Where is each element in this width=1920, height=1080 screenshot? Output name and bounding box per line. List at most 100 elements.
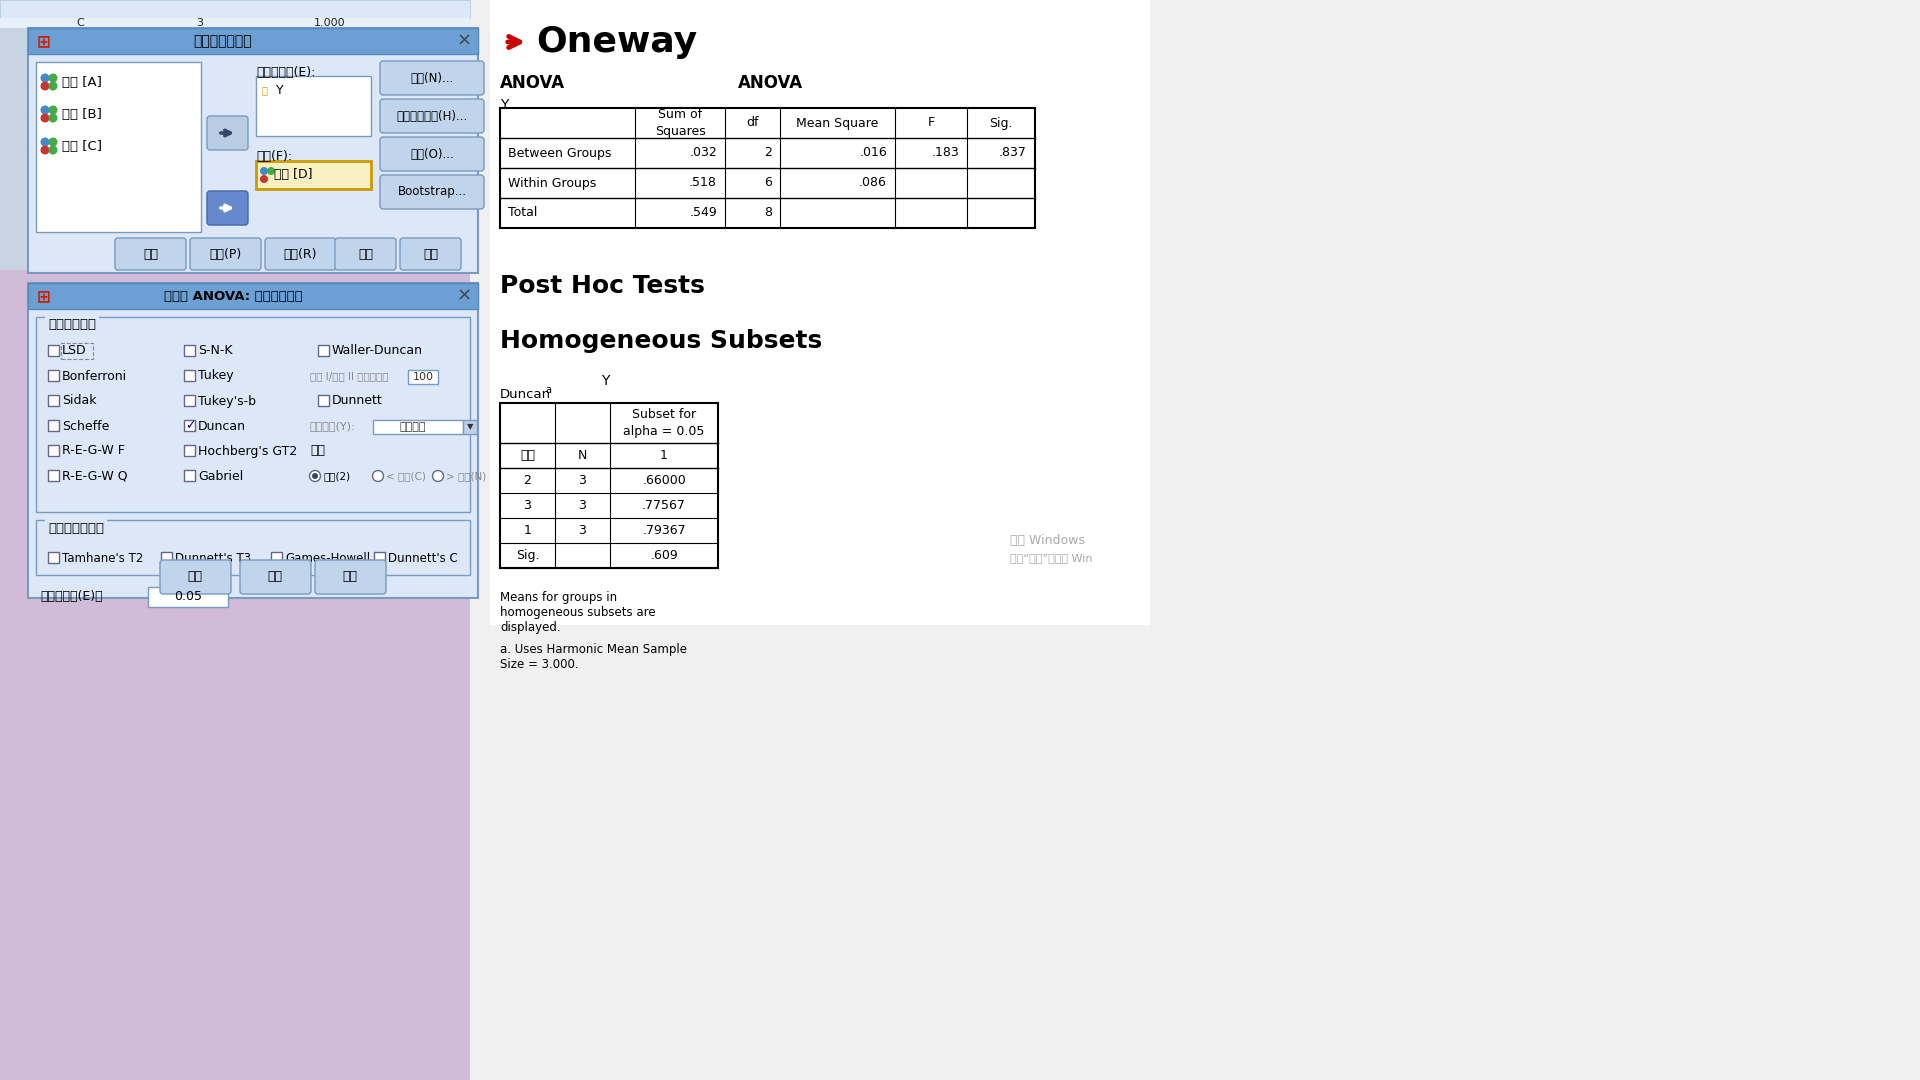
Text: > 控制(N): > 控制(N) [445,471,486,481]
Text: 假定方差齐性: 假定方差齐性 [48,319,96,332]
Text: 取消: 取消 [357,247,372,260]
Text: Within Groups: Within Groups [509,176,597,189]
Text: Sig.: Sig. [516,549,540,562]
Text: 因变量列表(E):: 因变量列表(E): [255,66,315,79]
Circle shape [40,137,50,147]
Text: ×: × [457,287,472,305]
FancyBboxPatch shape [399,238,461,270]
Text: 0.05: 0.05 [175,591,202,604]
Circle shape [432,471,444,482]
Circle shape [48,106,58,114]
Bar [490,0,1150,625]
Text: Dunnett's T3: Dunnett's T3 [175,552,252,565]
Bar [184,345,196,356]
Bar [29,28,478,273]
Bar [319,395,328,406]
Text: < 控制(C): < 控制(C) [386,471,426,481]
Circle shape [311,473,319,480]
FancyBboxPatch shape [207,191,248,225]
Text: ⊞: ⊞ [36,287,52,305]
Circle shape [48,137,58,147]
Circle shape [40,73,50,82]
Text: R-E-G-W F: R-E-G-W F [61,445,125,458]
Bar [29,283,478,598]
Text: Oneway: Oneway [536,25,697,59]
Text: LSD: LSD [61,345,86,357]
Text: .549: .549 [689,206,716,219]
Circle shape [48,81,58,91]
Bar [161,552,173,563]
Text: Tukey: Tukey [198,369,234,382]
Text: Sum of
Squares: Sum of Squares [655,108,705,137]
Text: 2: 2 [764,147,772,160]
Bar [319,345,328,356]
FancyBboxPatch shape [334,238,396,270]
Bar [184,370,196,381]
Text: 帮助: 帮助 [422,247,438,260]
Text: 事后多重比较(H)...: 事后多重比较(H)... [396,109,468,122]
Text: 重置(R): 重置(R) [284,247,317,260]
Text: 单因素方差分析: 单因素方差分析 [194,33,252,48]
Text: Subset for
alpha = 0.05: Subset for alpha = 0.05 [624,408,705,437]
Text: Sidak: Sidak [61,394,96,407]
Text: 转到“设置”以激活 Win: 转到“设置”以激活 Win [1010,553,1092,563]
Bar [255,161,371,189]
Text: 双尾(2): 双尾(2) [323,471,349,481]
Text: .183: .183 [931,147,958,160]
Text: 1.000: 1.000 [315,18,346,28]
Circle shape [372,471,384,482]
Text: 继续: 继续 [188,570,202,583]
Text: Tamhane's T2: Tamhane's T2 [61,552,144,565]
Text: 空白 [D]: 空白 [D] [275,168,313,181]
Text: 因子(F):: 因子(F): [255,149,292,162]
Bar [184,445,196,456]
Text: .837: .837 [998,147,1027,160]
Text: Y: Y [601,374,609,388]
Text: 3: 3 [196,18,204,28]
Circle shape [267,167,275,175]
Text: .77567: .77567 [641,499,685,512]
Text: Hochberg's GT2: Hochberg's GT2 [198,445,298,458]
Text: 检验: 检验 [309,445,324,458]
Text: 空白: 空白 [520,449,536,462]
Bar [499,108,1035,228]
Text: .032: .032 [689,147,716,160]
Circle shape [40,81,50,91]
FancyBboxPatch shape [240,561,311,594]
Text: Y: Y [499,98,509,112]
Text: Between Groups: Between Groups [509,147,611,160]
Text: a. Uses Harmonic Mean Sample
Size = 3.000.: a. Uses Harmonic Mean Sample Size = 3.00… [499,643,687,671]
Bar [184,420,196,431]
Circle shape [48,146,58,154]
Text: Y: Y [276,83,284,96]
Text: a: a [545,384,551,395]
Text: ⊞: ⊞ [36,32,52,50]
Circle shape [48,113,58,122]
Text: Gabriel: Gabriel [198,470,244,483]
Text: ANOVA: ANOVA [737,75,803,92]
Text: Post Hoc Tests: Post Hoc Tests [499,274,705,298]
Text: df: df [747,117,758,130]
Text: ANOVA: ANOVA [499,75,564,92]
Bar [48,395,60,406]
Text: 取消: 取消 [267,570,282,583]
Text: Bootstrap...: Bootstrap... [397,186,467,199]
Text: 温度 [A]: 温度 [A] [61,76,102,89]
Text: .66000: .66000 [641,474,685,487]
Text: Duncan: Duncan [198,419,246,432]
Text: Waller-Duncan: Waller-Duncan [332,345,422,357]
Text: ▼: ▼ [467,422,472,432]
Bar [499,403,718,568]
Text: 粘贴(P): 粘贴(P) [209,247,242,260]
Bar [48,420,60,431]
Bar [0,0,960,270]
Bar [463,420,476,434]
Text: R-E-G-W Q: R-E-G-W Q [61,470,127,483]
Text: Duncan: Duncan [499,389,551,402]
Circle shape [259,175,269,183]
Bar [48,445,60,456]
Text: .609: .609 [651,549,678,562]
FancyBboxPatch shape [315,561,386,594]
Bar [148,588,228,607]
Text: 时间 [B]: 时间 [B] [61,108,102,121]
